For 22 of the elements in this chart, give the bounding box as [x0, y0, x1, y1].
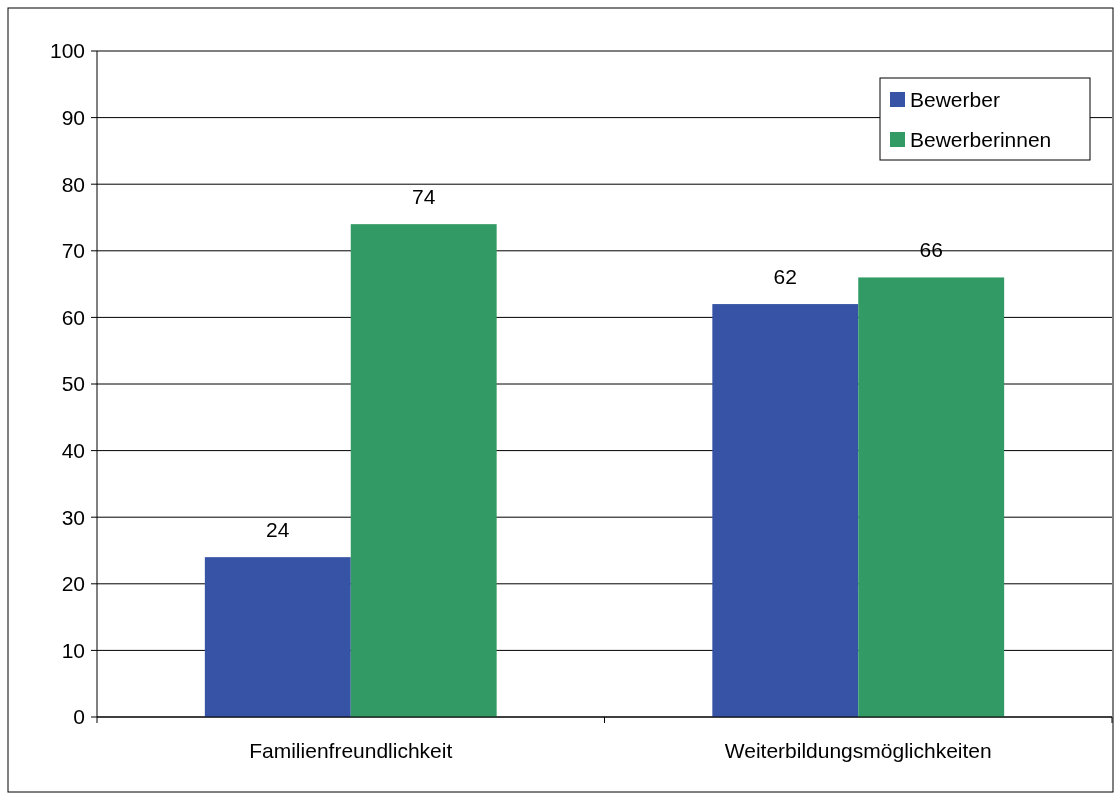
bar: [858, 277, 1005, 717]
y-tick-label: 40: [61, 438, 85, 462]
y-tick-label: 80: [61, 172, 85, 196]
y-tick-label: 30: [61, 505, 85, 529]
y-tick-label: 60: [61, 305, 85, 329]
bar: [712, 304, 859, 717]
data-label: 62: [773, 265, 797, 289]
y-tick-label: 0: [73, 705, 85, 729]
x-tick-label: Familienfreundlichkeit: [249, 739, 453, 762]
bar: [204, 557, 351, 717]
data-label: 24: [266, 518, 290, 542]
y-tick-label: 90: [61, 105, 85, 129]
y-tick-label: 50: [61, 372, 85, 396]
data-label: 74: [412, 185, 436, 209]
x-tick-label: Weiterbildungsmöglichkeiten: [724, 739, 992, 762]
y-tick-label: 10: [61, 638, 85, 662]
legend-label: Bewerber: [910, 88, 1000, 112]
y-tick-label: 20: [61, 572, 85, 596]
legend-label: Bewerberinnen: [910, 128, 1052, 152]
y-tick-label: 70: [61, 239, 85, 263]
bar: [350, 224, 497, 717]
y-tick-label: 100: [49, 39, 85, 63]
